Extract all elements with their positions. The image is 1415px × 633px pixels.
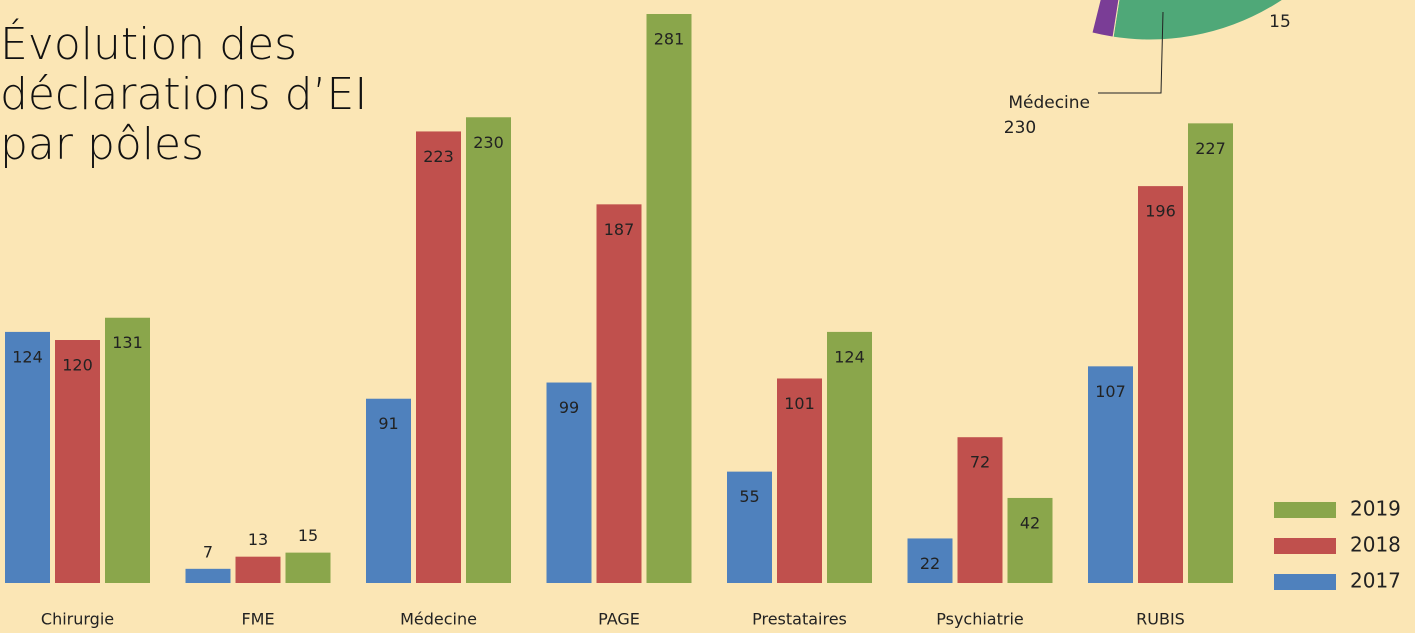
bar: [55, 340, 100, 583]
bar: [777, 378, 822, 583]
leader-line: [1098, 11, 1164, 94]
data-label: 223: [423, 147, 454, 166]
bar: [1138, 186, 1183, 583]
data-label: 227: [1195, 139, 1226, 158]
x-tick-label: Prestataires: [752, 610, 847, 629]
x-tick-label: PAGE: [598, 610, 640, 629]
data-label: 230: [473, 133, 504, 152]
bar: [105, 317, 150, 583]
bar: [285, 552, 331, 583]
bar: [596, 204, 642, 583]
pie-value: 230: [1004, 118, 1036, 138]
bar: [907, 538, 953, 583]
data-label: 101: [784, 394, 815, 413]
pie-slice: [1112, 0, 1284, 41]
bar: [827, 331, 872, 583]
data-label: 124: [834, 347, 865, 366]
bar: [1088, 366, 1133, 583]
bar: [1007, 497, 1053, 583]
bar: [185, 568, 231, 583]
pie-value: 15: [1269, 12, 1291, 32]
data-label: 124: [12, 347, 43, 366]
bar: [957, 437, 1003, 583]
x-tick-label: RUBIS: [1136, 610, 1185, 629]
legend-label: 2019: [1350, 497, 1401, 521]
bar: [416, 131, 461, 584]
x-tick-label: Chirurgie: [41, 610, 114, 629]
data-label: 13: [248, 530, 268, 549]
data-label: 15: [298, 526, 318, 545]
bar: [366, 398, 411, 583]
data-label: 107: [1095, 382, 1126, 401]
data-label: 55: [739, 487, 759, 506]
chart-title: Évolution des déclarations d’EI par pôle…: [0, 19, 368, 170]
legend-swatch: [1274, 538, 1336, 554]
bar: [646, 14, 692, 583]
pie-label: Médecine: [1008, 93, 1090, 113]
pie-slice: [1091, 0, 1120, 38]
bar: [1188, 123, 1233, 584]
legend-swatch: [1274, 502, 1336, 518]
data-label: 22: [920, 554, 940, 573]
bar: [727, 471, 772, 583]
data-label: 120: [62, 356, 93, 375]
x-tick-label: Médecine: [400, 610, 477, 629]
bar: [5, 331, 50, 583]
data-label: 72: [970, 453, 990, 472]
bar: [466, 117, 511, 584]
data-label: 196: [1145, 202, 1176, 221]
bar: [546, 382, 592, 583]
bar: [235, 556, 281, 583]
data-label: 42: [1020, 513, 1040, 532]
x-tick-label: Psychiatrie: [936, 610, 1024, 629]
data-label: 187: [604, 220, 635, 239]
legend-label: 2018: [1350, 533, 1401, 557]
legend-swatch: [1274, 574, 1336, 590]
data-label: 281: [654, 30, 685, 49]
data-label: 131: [112, 333, 143, 352]
x-tick-label: FME: [241, 610, 274, 629]
data-label: 7: [203, 542, 213, 561]
legend-label: 2017: [1350, 569, 1401, 593]
data-label: 91: [378, 414, 398, 433]
data-label: 99: [559, 398, 579, 417]
